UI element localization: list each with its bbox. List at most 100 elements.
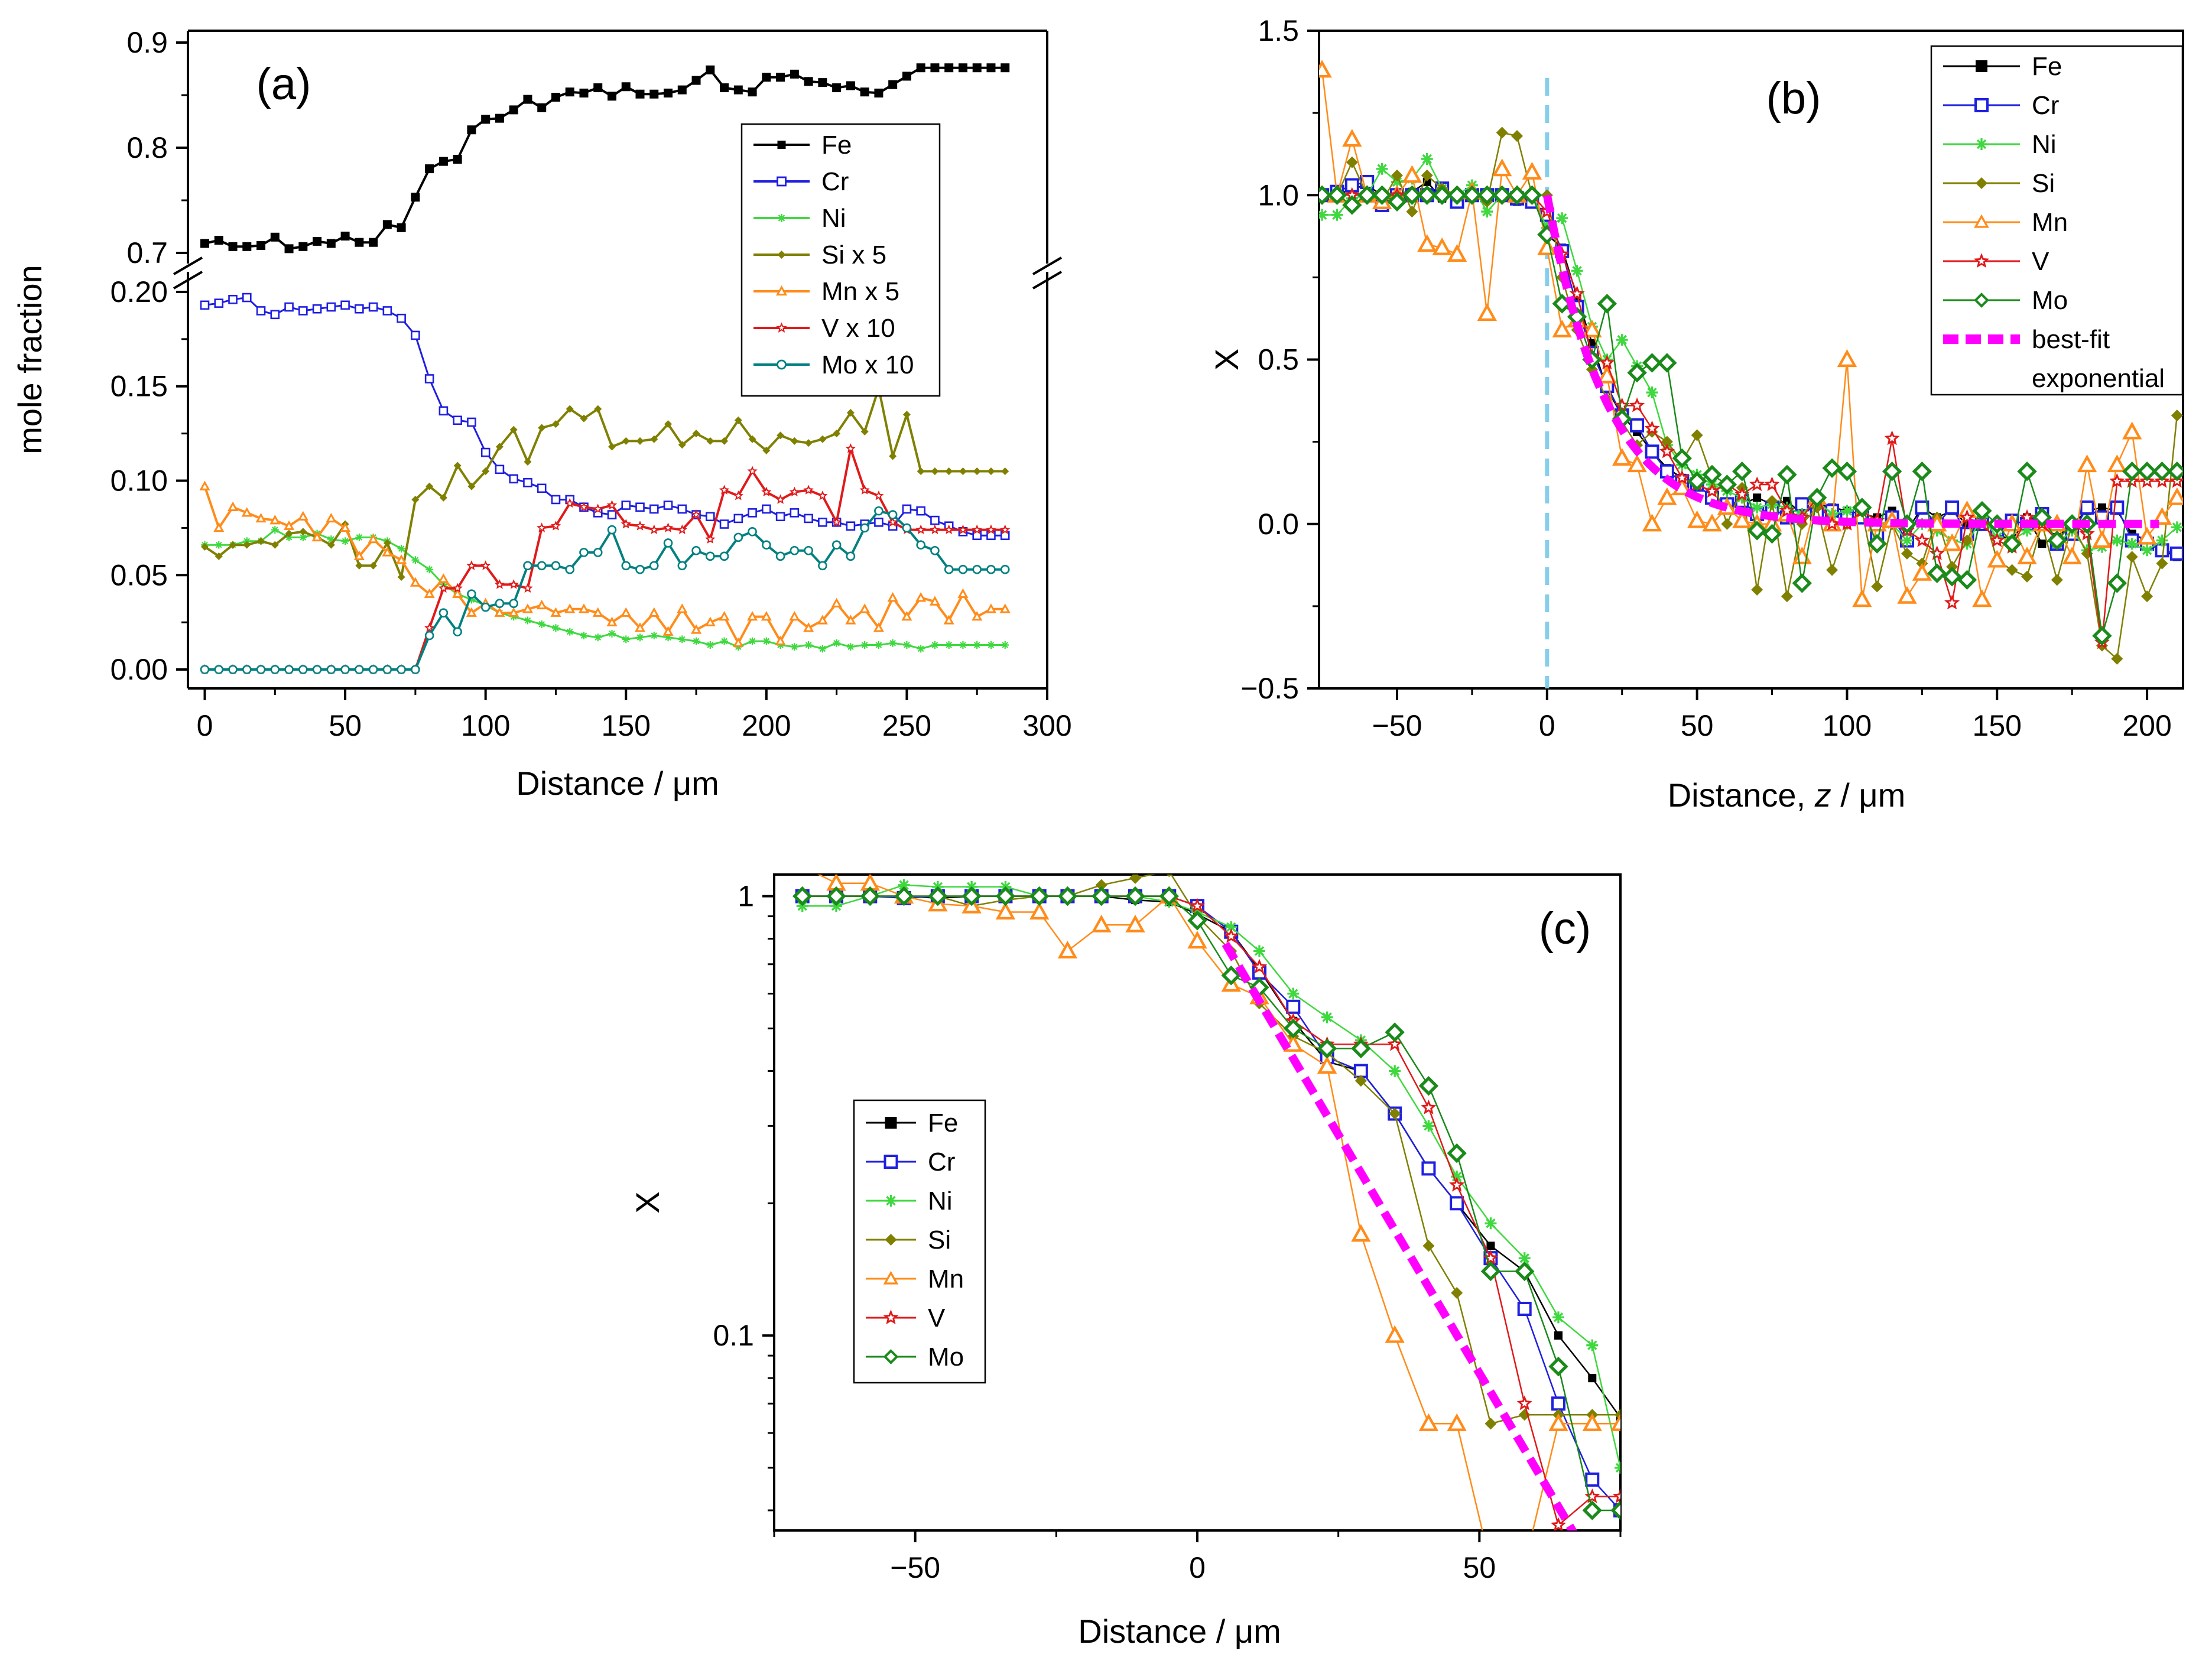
data-point: [621, 500, 631, 510]
legend-entry-ni: Ni: [1943, 130, 2057, 159]
data-point: [664, 88, 673, 98]
legend-entry-mn-x-5: Mn x 5: [753, 277, 899, 306]
data-point: [2169, 546, 2183, 561]
axis-break-mark: [1032, 271, 1063, 290]
data-point: [424, 374, 434, 384]
data-point: [1421, 1099, 1437, 1114]
data-point: [719, 485, 730, 495]
data-point: [1417, 234, 1437, 252]
legend-entry-ni: Ni: [753, 204, 846, 233]
data-point: [888, 80, 898, 89]
x-tick-label: 50: [329, 709, 362, 742]
data-point: [214, 298, 224, 308]
data-point: [453, 155, 462, 164]
legend-label: Cr: [821, 167, 849, 196]
data-point: [860, 641, 869, 649]
data-point: [1351, 1224, 1371, 1242]
legend-marker: [885, 1195, 897, 1207]
data-point: [945, 641, 953, 649]
legend-box: [740, 123, 941, 397]
data-point: [634, 622, 646, 632]
data-point: [1451, 1287, 1463, 1299]
legend-label: Mn x 5: [821, 277, 899, 306]
x-tick-label: 250: [882, 709, 931, 742]
data-point: [538, 620, 546, 628]
data-point: [355, 561, 363, 570]
data-point: [902, 641, 911, 649]
data-point: [944, 63, 954, 73]
data-point: [1571, 265, 1583, 277]
data-point: [242, 242, 252, 251]
data-point: [1616, 334, 1628, 346]
data-point: [397, 573, 405, 581]
legend-label: Cr: [2032, 91, 2059, 120]
x-axis-title: Distance / μm: [516, 765, 719, 802]
data-point: [256, 241, 266, 251]
data-point: [706, 641, 714, 649]
data-point: [228, 665, 238, 674]
y-tick-label: 1: [738, 880, 754, 913]
data-point: [1751, 501, 1763, 514]
data-point: [846, 408, 855, 417]
legend-label: Mo x 10: [821, 350, 914, 379]
legend-entry-ni: Ni: [866, 1187, 953, 1216]
y-tick-label: 0.0: [1258, 508, 1299, 541]
legend-entry-v: V: [1943, 247, 2049, 276]
data-point: [2021, 524, 2034, 537]
legend-label: Mo: [928, 1343, 964, 1372]
data-point: [1612, 447, 1632, 466]
data-point: [369, 561, 378, 570]
data-point: [1554, 1331, 1563, 1340]
data-point: [663, 538, 673, 548]
data-point: [481, 115, 491, 124]
data-point: [677, 85, 687, 95]
y-tick-label: 0.00: [111, 653, 168, 686]
legend-label: Fe: [928, 1109, 958, 1138]
panel-label: (a): [256, 59, 311, 109]
x-axis-title-suffix: / μm: [1831, 776, 1906, 814]
data-point: [831, 597, 842, 607]
series-v-x-10: [199, 443, 1011, 674]
y-tick-label: −0.5: [1240, 672, 1299, 705]
data-point: [1000, 564, 1010, 574]
data-point: [2097, 503, 2106, 512]
data-point: [2002, 534, 2022, 554]
data-point: [1355, 1075, 1367, 1087]
data-point: [2156, 557, 2168, 570]
data-point: [720, 83, 729, 93]
data-point: [382, 306, 392, 316]
data-point: [1432, 237, 1452, 255]
data-point: [678, 441, 686, 449]
data-point: [748, 435, 756, 443]
data-point: [1751, 584, 1763, 596]
series-line: [204, 386, 1005, 578]
axis-break-mark: [1032, 256, 1063, 275]
data-point: [509, 599, 518, 609]
data-point: [995, 902, 1016, 920]
data-point: [1585, 1472, 1600, 1487]
data-point: [931, 467, 939, 476]
x-tick-label: 50: [1681, 709, 1714, 742]
data-point: [1852, 498, 1872, 518]
data-point: [1421, 169, 1433, 181]
data-point: [1914, 532, 1930, 547]
data-point: [1777, 464, 1797, 485]
data-point: [1451, 1171, 1463, 1183]
y-axis-title: mole fraction: [11, 265, 48, 454]
data-point: [1987, 550, 2007, 568]
legend-marker: [1974, 292, 1989, 308]
data-point: [522, 583, 533, 593]
data-point: [1287, 987, 1300, 1000]
data-point: [1418, 1075, 1439, 1096]
data-point: [621, 561, 631, 571]
data-point: [564, 603, 576, 613]
data-point: [873, 490, 884, 500]
y-tick-label: 0.7: [126, 236, 168, 269]
data-point: [1516, 1395, 1532, 1410]
data-point: [1522, 161, 1542, 180]
data-point: [580, 632, 588, 640]
legend-marker: [777, 251, 786, 259]
data-point: [228, 294, 238, 304]
legend-marker: [1974, 98, 1989, 112]
data-point: [962, 886, 982, 906]
